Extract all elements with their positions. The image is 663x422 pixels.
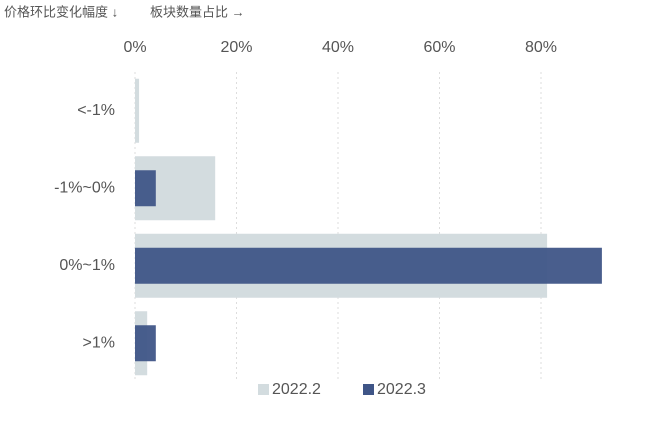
bar	[135, 78, 140, 143]
y-tick-label: >1%	[83, 334, 115, 351]
x-axis-label: 板块数量占比 →	[150, 4, 245, 19]
y-tick-label: 0%~1%	[59, 257, 115, 274]
legend-label: 2022.2	[272, 381, 321, 398]
legend-swatch	[258, 384, 269, 395]
x-tick-label: 80%	[525, 39, 557, 56]
bar	[135, 247, 602, 284]
y-tick-label: <-1%	[77, 102, 115, 119]
bar	[135, 170, 156, 207]
x-tick-label: 40%	[322, 39, 354, 56]
x-tick-label: 20%	[220, 39, 252, 56]
y-tick-label: -1%~0%	[54, 179, 115, 196]
y-axis-label: 价格环比变化幅度 ↓	[4, 4, 118, 19]
bar	[135, 325, 156, 362]
legend-swatch	[363, 384, 374, 395]
legend-label: 2022.3	[377, 381, 426, 398]
x-tick-label: 0%	[123, 39, 146, 56]
x-tick-label: 60%	[423, 39, 455, 56]
